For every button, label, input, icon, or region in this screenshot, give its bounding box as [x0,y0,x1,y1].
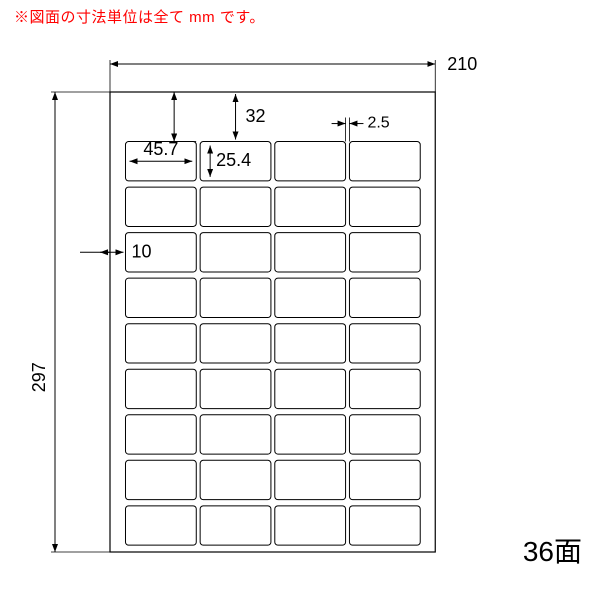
face-count-text: 36面 [523,536,582,567]
svg-text:2.5: 2.5 [367,115,389,132]
diagram: 210 32 2.5 45.7 25.4 10 297 [0,32,600,600]
svg-text:32: 32 [246,106,266,126]
svg-text:210: 210 [447,54,477,74]
unit-note: ※図面の寸法単位は全て mm です。 [14,6,265,27]
svg-text:25.4: 25.4 [216,150,251,170]
svg-text:10: 10 [131,241,151,261]
svg-text:45.7: 45.7 [143,139,178,159]
unit-note-text: ※図面の寸法単位は全て mm です。 [14,9,265,26]
svg-text:297: 297 [29,362,49,392]
face-count: 36面 [523,530,582,570]
